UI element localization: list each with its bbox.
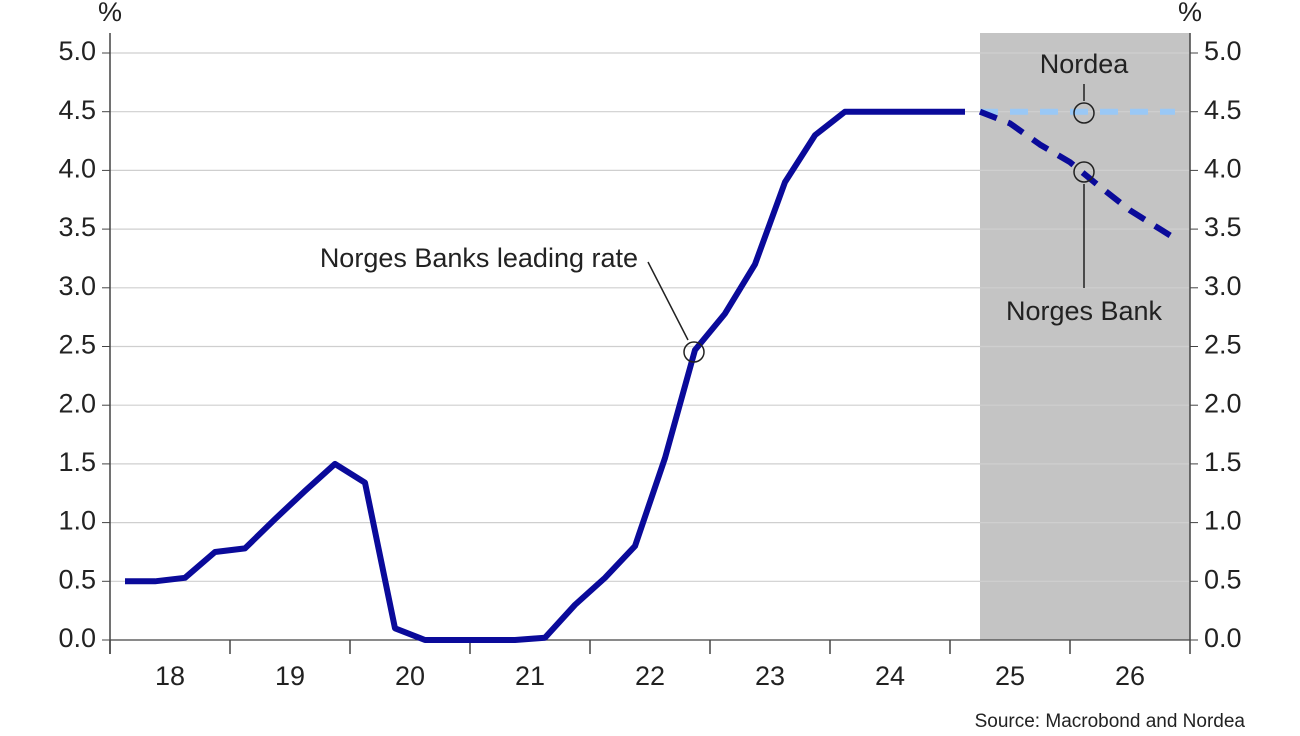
annotation: Nordea: [1040, 49, 1130, 79]
y2-tick-label: 5.0: [1204, 36, 1242, 66]
y-tick-label: 4.0: [58, 154, 96, 184]
leader-line: [647, 261, 689, 341]
x-tick-label: 18: [155, 661, 185, 691]
y-tick-label: 1.0: [58, 506, 96, 536]
x-tick-label: 26: [1115, 661, 1145, 691]
y2-tick-label: 2.5: [1204, 330, 1242, 360]
y-tick-label: 5.0: [58, 36, 96, 66]
y-tick-label: 0.5: [58, 564, 96, 594]
x-tick-label: 22: [635, 661, 665, 691]
annotation: Norges Bank: [1006, 296, 1163, 326]
y-tick-label: 2.5: [58, 330, 96, 360]
forecast-area: [980, 33, 1190, 640]
y2-tick-label: 3.0: [1204, 271, 1242, 301]
annotation-circle: [1073, 102, 1095, 124]
x-tick-label: 24: [875, 661, 905, 691]
x-tick-label: 20: [395, 661, 425, 691]
y2-tick-label: 1.5: [1204, 447, 1242, 477]
y-tick-label: 3.0: [58, 271, 96, 301]
y-tick-label: 2.0: [58, 388, 96, 418]
y-tick-label: 1.5: [58, 447, 96, 477]
source: Source: Macrobond and Nordea: [975, 711, 1246, 731]
y2-tick-label: 2.0: [1204, 388, 1242, 418]
y-tick-label: 0.0: [58, 623, 96, 653]
lines: [125, 108, 1177, 643]
annotation: Norges Banks leading rate: [320, 243, 638, 273]
y-unit: %: [98, 0, 122, 27]
y-tick-label: 4.5: [58, 95, 96, 125]
y2-tick-label: 1.0: [1204, 506, 1242, 536]
y2-tick-label: 4.5: [1204, 95, 1242, 125]
x-tick-label: 23: [755, 661, 785, 691]
y-tick-label: 3.5: [58, 212, 96, 242]
y2-tick-label: 0.0: [1204, 623, 1242, 653]
annotation-circle: [683, 341, 705, 363]
forecast-shade: [980, 33, 1190, 640]
y2-tick-label: 0.5: [1204, 564, 1242, 594]
series-line: [978, 108, 1177, 242]
y2-unit: %: [1178, 0, 1202, 27]
x-tick-label: 19: [275, 661, 305, 691]
annotation-circle: [1073, 161, 1095, 183]
series-line: [125, 108, 965, 643]
y2-tick-label: 4.0: [1204, 154, 1242, 184]
x-tick-label: 25: [995, 661, 1025, 691]
y2-tick-label: 3.5: [1204, 212, 1242, 242]
x-tick-label: 21: [515, 661, 545, 691]
